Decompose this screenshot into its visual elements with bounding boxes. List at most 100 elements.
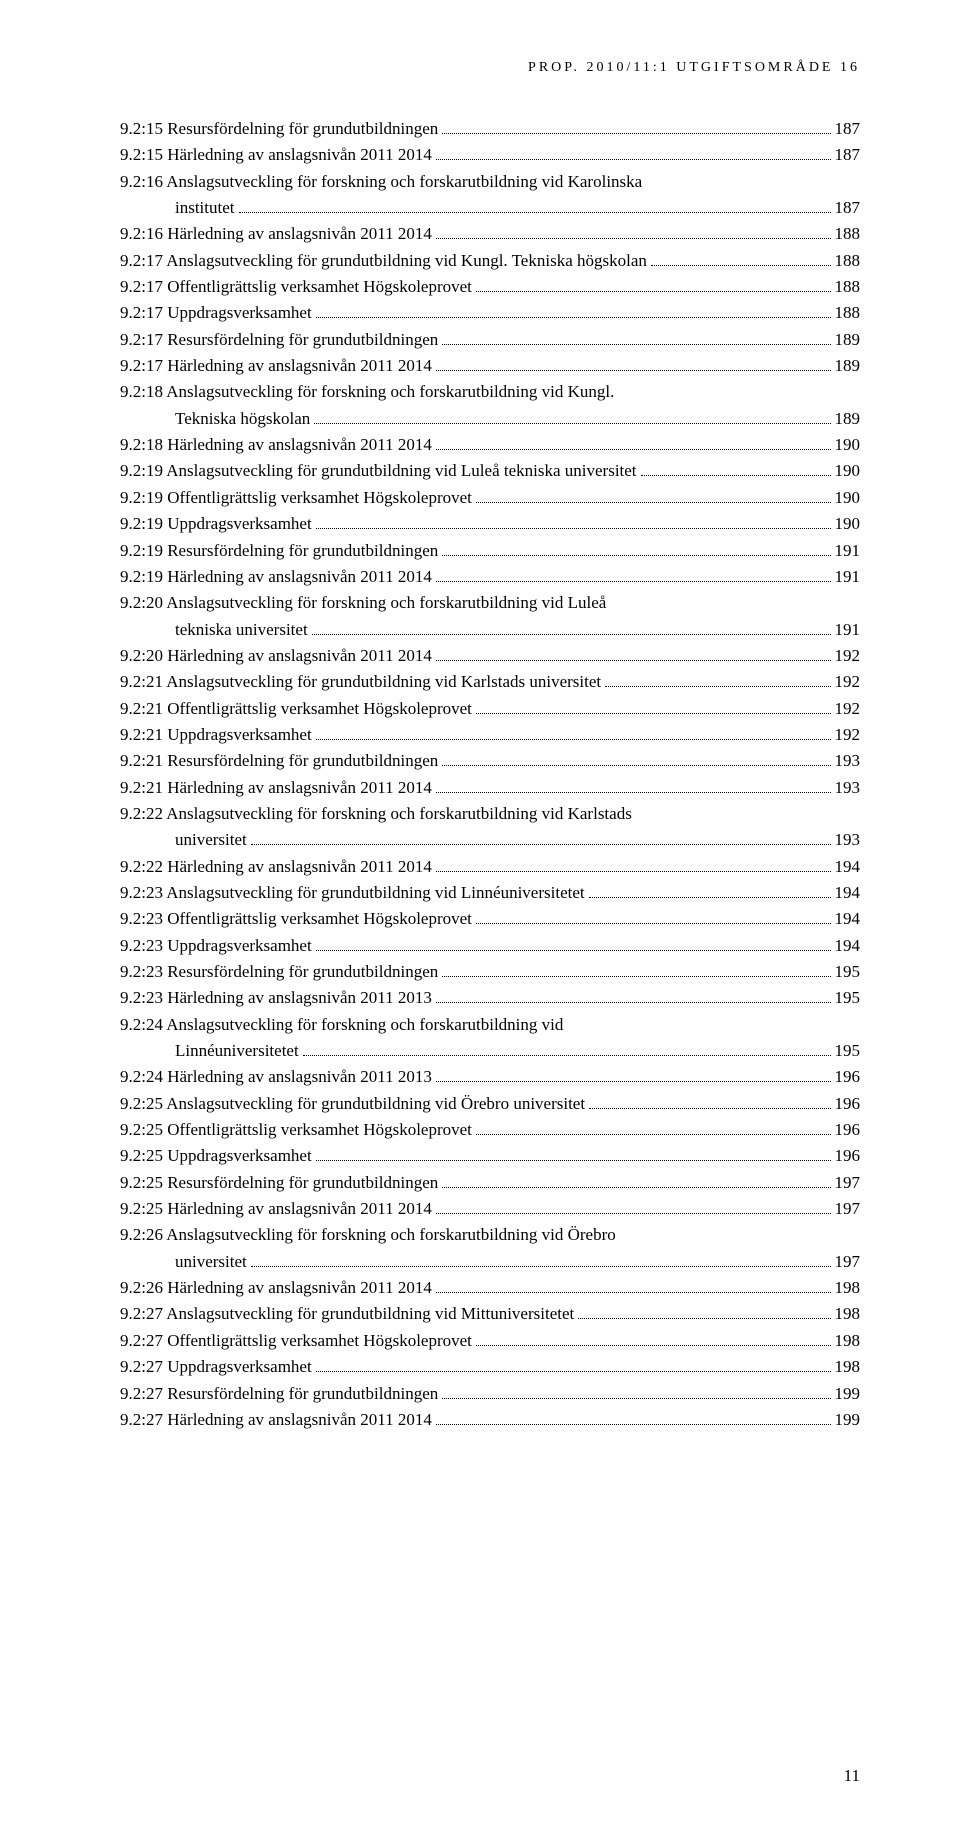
toc-leader [303, 1041, 831, 1056]
toc-entry-label: 9.2:23 Härledning av anslagsnivån 2011 2… [120, 985, 432, 1011]
toc-leader [476, 488, 831, 503]
toc-leader [251, 1252, 831, 1267]
toc-entry-page: 192 [835, 669, 861, 695]
toc-leader [476, 699, 831, 714]
toc-entry: 9.2:23 Härledning av anslagsnivån 2011 2… [120, 985, 860, 1011]
toc-leader [436, 146, 831, 161]
toc-entry-page: 189 [835, 406, 861, 432]
toc-entry: 9.2:18 Anslagsutveckling för forskning o… [120, 379, 860, 405]
toc-leader [442, 752, 830, 767]
toc-entry: 9.2:19 Resursfördelning för grundutbildn… [120, 538, 860, 564]
page-header: PROP. 2010/11:1 UTGIFTSOMRÅDE 16 [120, 60, 860, 76]
toc-entry-label: Linnéuniversitetet [120, 1038, 299, 1064]
toc-entry: universitet 193 [120, 827, 860, 853]
toc-entry: 9.2:25 Anslagsutveckling för grundutbild… [120, 1091, 860, 1117]
toc-entry-page: 198 [835, 1354, 861, 1380]
toc-entry: 9.2:21 Resursfördelning för grundutbildn… [120, 748, 860, 774]
toc-entry-label: 9.2:18 Anslagsutveckling för forskning o… [120, 379, 614, 405]
toc-entry-label: 9.2:17 Härledning av anslagsnivån 2011 2… [120, 353, 432, 379]
toc-leader [436, 225, 831, 240]
toc-leader [436, 857, 831, 872]
toc-entry-page: 188 [835, 274, 861, 300]
toc-entry: 9.2:17 Resursfördelning för grundutbildn… [120, 327, 860, 353]
toc-entry-label: 9.2:27 Resursfördelning för grundutbildn… [120, 1381, 438, 1407]
toc-leader [436, 436, 831, 451]
toc-entry: 9.2:15 Härledning av anslagsnivån 2011 2… [120, 142, 860, 168]
toc-entry-label: 9.2:26 Härledning av anslagsnivån 2011 2… [120, 1275, 432, 1301]
toc-entry-label: 9.2:25 Uppdragsverksamhet [120, 1143, 312, 1169]
toc-entry-label: 9.2:23 Anslagsutveckling för grundutbild… [120, 880, 585, 906]
toc-entry-label: tekniska universitet [120, 617, 308, 643]
toc-entry-label: 9.2:20 Härledning av anslagsnivån 2011 2… [120, 643, 432, 669]
toc-entry: 9.2:27 Uppdragsverksamhet 198 [120, 1354, 860, 1380]
toc-entry-page: 189 [835, 327, 861, 353]
toc-entry-page: 188 [835, 300, 861, 326]
toc-entry-label: 9.2:27 Anslagsutveckling för grundutbild… [120, 1301, 574, 1327]
toc-leader [436, 1200, 831, 1215]
toc-entry: 9.2:27 Anslagsutveckling för grundutbild… [120, 1301, 860, 1327]
toc-entry-page: 192 [835, 643, 861, 669]
toc-entry: 9.2:19 Härledning av anslagsnivån 2011 2… [120, 564, 860, 590]
toc-entry-label: 9.2:17 Anslagsutveckling för grundutbild… [120, 248, 647, 274]
toc-entry-label: 9.2:27 Offentligrättslig verksamhet Högs… [120, 1328, 472, 1354]
toc-entry-label: 9.2:24 Härledning av anslagsnivån 2011 2… [120, 1064, 432, 1090]
toc-leader [578, 1305, 830, 1320]
toc-entry: 9.2:16 Anslagsutveckling för forskning o… [120, 169, 860, 195]
toc-entry: 9.2:23 Offentligrättslig verksamhet Högs… [120, 906, 860, 932]
toc-entry-label: 9.2:16 Härledning av anslagsnivån 2011 2… [120, 221, 432, 247]
toc-entry: 9.2:25 Härledning av anslagsnivån 2011 2… [120, 1196, 860, 1222]
toc-entry: 9.2:25 Uppdragsverksamhet 196 [120, 1143, 860, 1169]
toc-entry-label: 9.2:25 Offentligrättslig verksamhet Högs… [120, 1117, 472, 1143]
toc-entry-page: 187 [835, 142, 861, 168]
toc-entry: tekniska universitet 191 [120, 617, 860, 643]
toc-leader [442, 962, 830, 977]
toc-entry-page: 188 [835, 248, 861, 274]
toc-entry-page: 194 [835, 880, 861, 906]
toc-entry-page: 189 [835, 353, 861, 379]
toc-entry: 9.2:25 Resursfördelning för grundutbildn… [120, 1170, 860, 1196]
toc-entry-label: 9.2:19 Resursfördelning för grundutbildn… [120, 538, 438, 564]
toc-entry-label: 9.2:23 Resursfördelning för grundutbildn… [120, 959, 438, 985]
toc-entry-label: 9.2:27 Härledning av anslagsnivån 2011 2… [120, 1407, 432, 1433]
toc-leader [316, 936, 831, 951]
toc-entry-page: 194 [835, 933, 861, 959]
toc-leader [436, 989, 831, 1004]
toc-entry-label: 9.2:25 Resursfördelning för grundutbildn… [120, 1170, 438, 1196]
toc-entry-label: 9.2:20 Anslagsutveckling för forskning o… [120, 590, 606, 616]
toc-entry: 9.2:21 Härledning av anslagsnivån 2011 2… [120, 775, 860, 801]
page-container: PROP. 2010/11:1 UTGIFTSOMRÅDE 16 9.2:15 … [0, 0, 960, 1836]
toc-leader [316, 515, 831, 530]
toc-entry: 9.2:24 Härledning av anslagsnivån 2011 2… [120, 1064, 860, 1090]
toc-entry-page: 191 [835, 617, 861, 643]
toc-leader [436, 567, 831, 582]
toc-entry-page: 199 [835, 1407, 861, 1433]
toc-entry-label: universitet [120, 1249, 247, 1275]
toc-entry: 9.2:22 Härledning av anslagsnivån 2011 2… [120, 854, 860, 880]
page-number: 11 [844, 1766, 860, 1786]
toc-entry: 9.2:23 Anslagsutveckling för grundutbild… [120, 880, 860, 906]
toc-entry: 9.2:21 Anslagsutveckling för grundutbild… [120, 669, 860, 695]
toc-entry-page: 193 [835, 775, 861, 801]
toc-entry-label: 9.2:27 Uppdragsverksamhet [120, 1354, 312, 1380]
toc-leader [442, 1173, 830, 1188]
toc-entry: 9.2:26 Anslagsutveckling för forskning o… [120, 1222, 860, 1248]
toc-entry-label: 9.2:21 Härledning av anslagsnivån 2011 2… [120, 775, 432, 801]
toc-entry: 9.2:21 Uppdragsverksamhet 192 [120, 722, 860, 748]
toc-entry-page: 194 [835, 906, 861, 932]
toc-entry-page: 198 [835, 1328, 861, 1354]
toc-entry: 9.2:17 Uppdragsverksamhet 188 [120, 300, 860, 326]
toc-entry-label: Tekniska högskolan [120, 406, 310, 432]
toc-leader [442, 119, 830, 134]
toc-entry-page: 190 [835, 511, 861, 537]
toc-entry: 9.2:27 Härledning av anslagsnivån 2011 2… [120, 1407, 860, 1433]
toc-entry: 9.2:26 Härledning av anslagsnivån 2011 2… [120, 1275, 860, 1301]
toc-entry: 9.2:17 Offentligrättslig verksamhet Högs… [120, 274, 860, 300]
toc-leader [436, 1279, 831, 1294]
toc-entry-label: 9.2:24 Anslagsutveckling för forskning o… [120, 1012, 563, 1038]
toc-leader [476, 1120, 831, 1135]
toc-entry: 9.2:19 Offentligrättslig verksamhet Högs… [120, 485, 860, 511]
toc-entry-page: 196 [835, 1143, 861, 1169]
toc-entry: universitet 197 [120, 1249, 860, 1275]
toc-entry-page: 194 [835, 854, 861, 880]
toc-entry-label: 9.2:16 Anslagsutveckling för forskning o… [120, 169, 642, 195]
